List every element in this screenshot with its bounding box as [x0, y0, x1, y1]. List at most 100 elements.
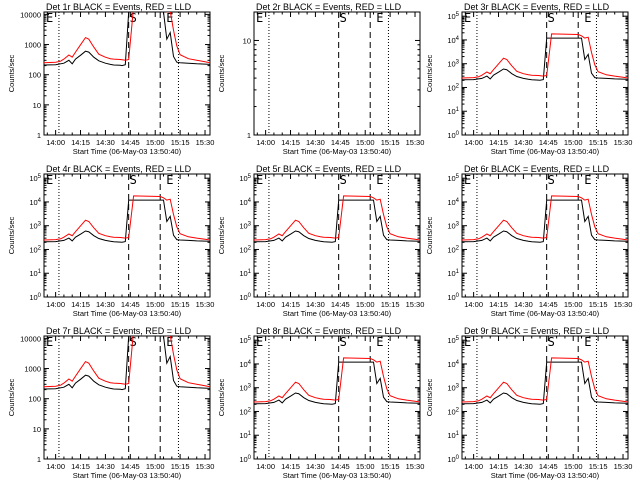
- y-axis-label: Counts/sec: [425, 378, 434, 416]
- series-line-events: [254, 199, 420, 243]
- x-tick-label: 14:15: [71, 300, 90, 309]
- x-tick-label: 15:30: [196, 462, 215, 471]
- series-line-events: [462, 199, 628, 243]
- x-axis-label: Start Time (06-May-03 13:50:40): [283, 309, 392, 318]
- plot-frame: [253, 11, 421, 136]
- marker-label: E: [46, 11, 53, 25]
- x-tick-label: 15:30: [196, 300, 215, 309]
- series-line-lld: [254, 195, 420, 241]
- y-tick-label: 102: [447, 83, 459, 92]
- x-tick-label: 15:00: [356, 462, 375, 471]
- y-tick-label: 10: [33, 425, 41, 434]
- x-tick-label: 15:15: [381, 138, 400, 147]
- x-tick-label: 15:15: [171, 138, 190, 147]
- x-tick-label: 15:15: [171, 462, 190, 471]
- x-tick-label: 15:30: [406, 462, 425, 471]
- panel-5: Det 5r BLACK = Events, RED = LLD 100 101 10…: [217, 164, 424, 318]
- x-axis-label: Start Time (06-May-03 13:50:40): [491, 147, 600, 156]
- panel-title: Det 2r BLACK = Events, RED = LLD: [256, 2, 402, 12]
- x-tick-label: 15:00: [356, 138, 375, 147]
- y-axis-label: Counts/sec: [217, 54, 226, 92]
- y-axis-label: Counts/sec: [7, 54, 16, 92]
- marker-label: E: [256, 11, 263, 25]
- panel-title: Det 5r BLACK = Events, RED = LLD: [256, 164, 402, 174]
- panel-4: Det 4r BLACK = Events, RED = LLD 100 101 10…: [7, 164, 214, 318]
- x-tick-label: 14:15: [489, 300, 508, 309]
- plot-frame: [43, 11, 211, 136]
- y-tick-label: 100: [447, 131, 459, 140]
- series-line-events: [462, 361, 628, 405]
- x-tick-label: 15:00: [564, 462, 583, 471]
- panel-1: Det 1r BLACK = Events, RED = LLD 1 10 100 10…: [7, 2, 214, 156]
- panel-title: Det 3r BLACK = Events, RED = LLD: [464, 2, 610, 12]
- series-line-lld: [462, 33, 628, 79]
- marker-label: S: [548, 173, 555, 187]
- marker-label: E: [584, 173, 591, 187]
- marker-label: S: [130, 11, 137, 25]
- panel-title: Det 6r BLACK = Events, RED = LLD: [464, 164, 610, 174]
- y-tick-label: 100: [447, 455, 459, 464]
- panel-2: Det 2r BLACK = Events, RED = LLD 1 10 14:00…: [217, 2, 424, 156]
- x-axis-label: Start Time (06-May-03 13:50:40): [283, 471, 392, 480]
- x-tick-label: 14:30: [306, 138, 325, 147]
- x-tick-label: 14:45: [121, 300, 140, 309]
- y-tick-label: 104: [447, 198, 459, 207]
- marker-label: E: [166, 173, 173, 187]
- marker-label: S: [340, 335, 347, 349]
- y-tick-label: 10000: [20, 10, 41, 19]
- marker-label: E: [376, 11, 383, 25]
- x-tick-label: 14:00: [464, 300, 483, 309]
- x-tick-label: 14:00: [256, 138, 275, 147]
- series-line-lld: [44, 195, 210, 241]
- x-tick-label: 14:15: [489, 138, 508, 147]
- marker-label: E: [584, 335, 591, 349]
- y-tick-label: 105: [239, 174, 251, 183]
- x-tick-label: 14:30: [514, 138, 533, 147]
- series-line-lld: [44, 12, 210, 64]
- x-axis-label: Start Time (06-May-03 13:50:40): [73, 147, 182, 156]
- y-tick-label: 104: [239, 198, 251, 207]
- y-tick-label: 1: [37, 131, 41, 140]
- x-tick-label: 15:00: [564, 300, 583, 309]
- x-tick-label: 14:45: [539, 300, 558, 309]
- y-tick-label: 103: [447, 60, 459, 69]
- series-line-events: [254, 361, 420, 405]
- x-tick-label: 14:45: [539, 462, 558, 471]
- x-axis-label: Start Time (06-May-03 13:50:40): [73, 309, 182, 318]
- marker-label: E: [584, 11, 591, 25]
- y-tick-label: 103: [239, 222, 251, 231]
- x-tick-label: 14:30: [306, 300, 325, 309]
- x-tick-label: 14:30: [306, 462, 325, 471]
- y-tick-label: 101: [447, 107, 459, 116]
- x-tick-label: 14:45: [121, 138, 140, 147]
- y-axis-label: Counts/sec: [7, 216, 16, 254]
- y-tick-label: 102: [29, 245, 41, 254]
- x-axis-label: Start Time (06-May-03 13:50:40): [73, 471, 182, 480]
- y-tick-label: 100: [28, 395, 41, 404]
- marker-label: S: [548, 11, 555, 25]
- x-axis-label: Start Time (06-May-03 13:50:40): [491, 471, 600, 480]
- x-tick-label: 14:00: [464, 138, 483, 147]
- x-tick-label: 15:00: [564, 138, 583, 147]
- x-tick-label: 14:30: [96, 300, 115, 309]
- y-tick-label: 103: [447, 384, 459, 393]
- series-line-events: [44, 336, 210, 391]
- marker-label: E: [376, 335, 383, 349]
- x-tick-label: 14:00: [46, 300, 65, 309]
- x-tick-label: 15:00: [146, 300, 165, 309]
- x-tick-label: 15:00: [356, 300, 375, 309]
- x-tick-label: 14:15: [281, 300, 300, 309]
- panel-title: Det 7r BLACK = Events, RED = LLD: [46, 326, 192, 336]
- x-tick-label: 14:15: [71, 462, 90, 471]
- y-axis-label: Counts/sec: [217, 216, 226, 254]
- y-tick-label: 103: [29, 222, 41, 231]
- y-tick-label: 105: [29, 174, 41, 183]
- series-line-lld: [462, 195, 628, 241]
- x-tick-label: 14:30: [96, 462, 115, 471]
- series-line-events: [462, 37, 628, 81]
- x-axis-label: Start Time (06-May-03 13:50:40): [283, 147, 392, 156]
- y-tick-label: 103: [447, 222, 459, 231]
- x-tick-label: 14:45: [121, 462, 140, 471]
- panel-3: Det 3r BLACK = Events, RED = LLD 100 101 10…: [425, 2, 632, 156]
- x-tick-label: 15:30: [614, 462, 633, 471]
